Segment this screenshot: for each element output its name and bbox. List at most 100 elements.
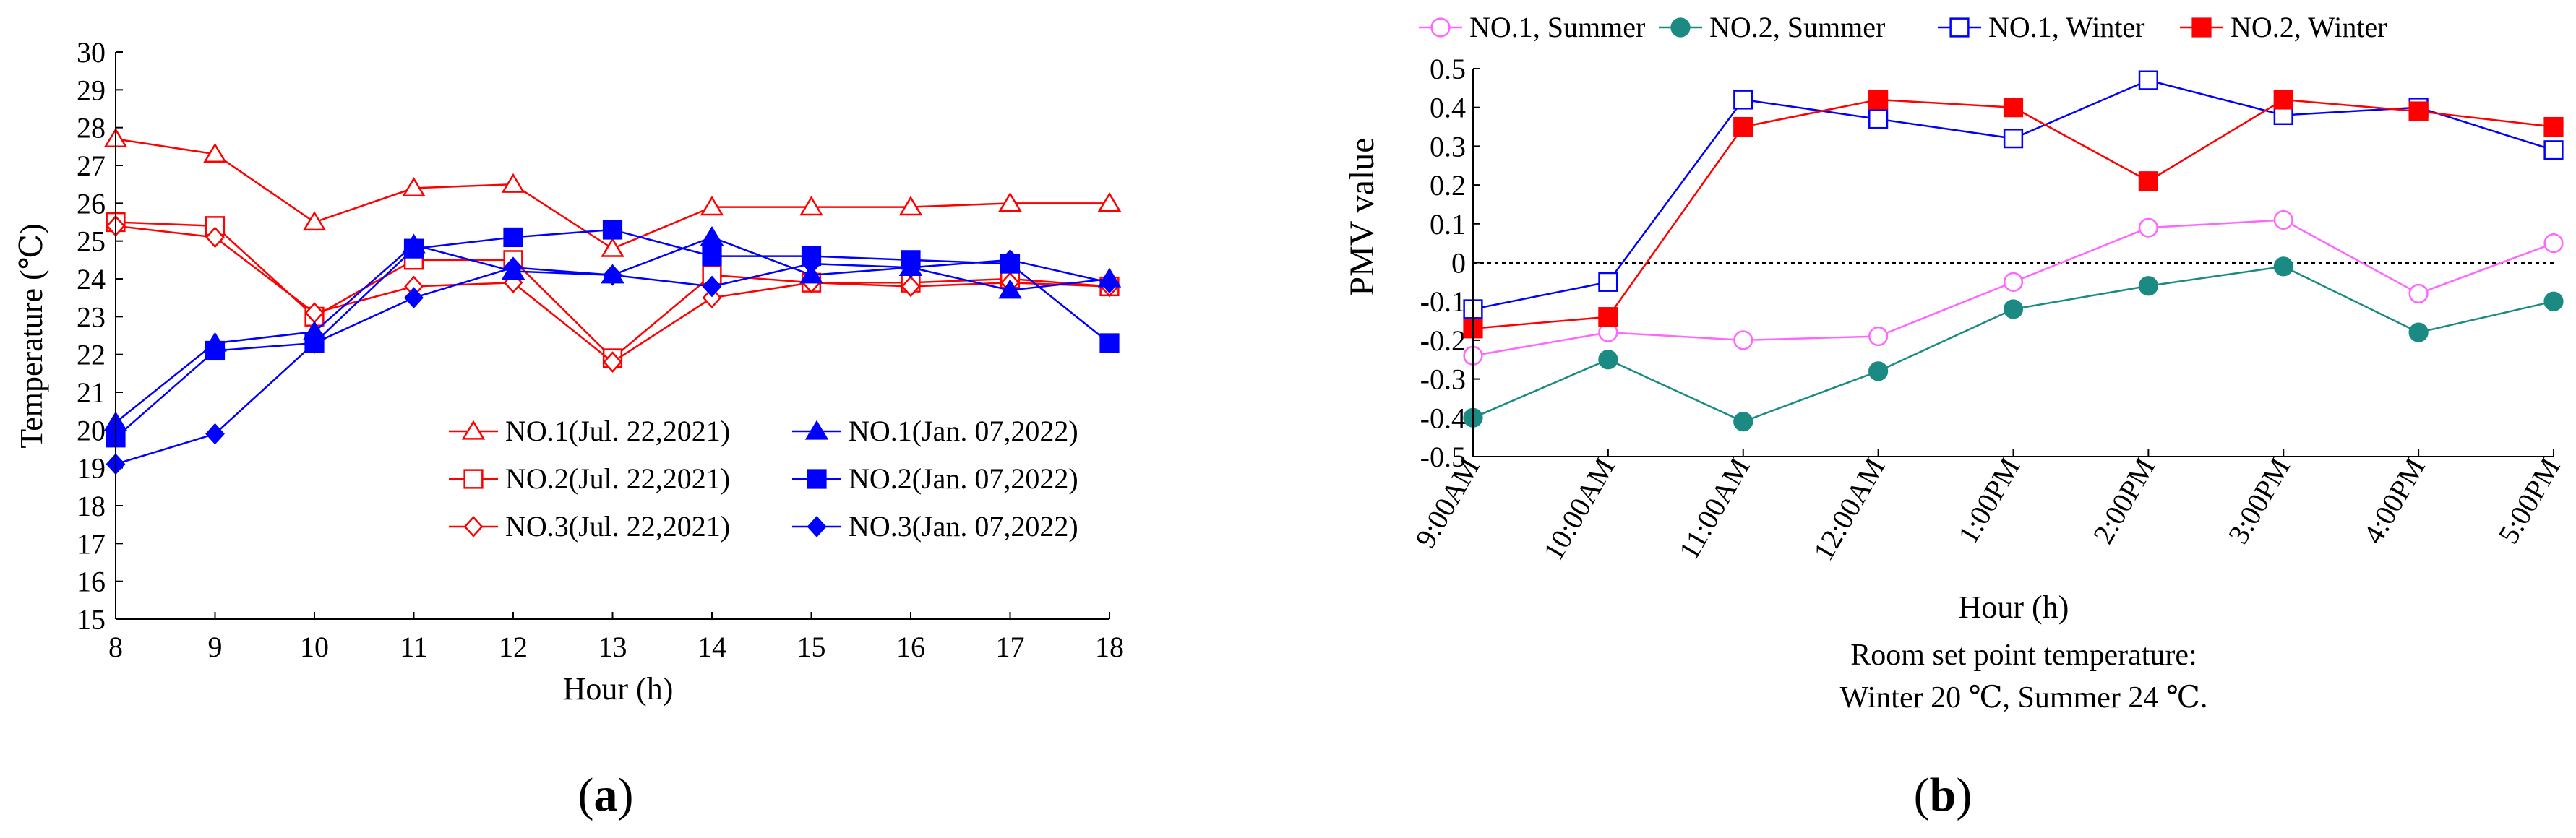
panel-a-legend-marker [804, 420, 829, 440]
panel-b-y-tick-label: -0.4 [1420, 402, 1466, 434]
panel-b-y-axis-title: PMV value [1343, 137, 1381, 295]
panel-a-data-point [205, 340, 226, 361]
panel-b-data-point [2543, 233, 2564, 254]
panel-a-y-tick-label: 28 [77, 112, 106, 144]
panel-b-data-point [2408, 283, 2429, 304]
panel-b-label: (b) [1914, 769, 1972, 821]
panel-a-data-point [205, 423, 225, 445]
panel-a-x-axis-title: Hour (h) [563, 671, 674, 707]
panel-b-legend-item: NO.2, Summer [1659, 11, 1885, 43]
panel-a-data-point [203, 142, 227, 163]
panel-a-legend-marker [463, 516, 484, 537]
panel-b-series-group [1463, 70, 2564, 432]
panel-b-legend-label: NO.2, Winter [2231, 11, 2387, 43]
panel-a-data-point [404, 287, 424, 309]
panel-a-data-point [700, 226, 724, 246]
panel-a-y-tick-label: 22 [77, 339, 106, 371]
panel-b-y-ticks: -0.5 -0.4 -0.3 -0.2 -0.1 0 0.1 0.2 0.3 0.4 0.5 [1420, 53, 1480, 473]
panel-b-data-point [2408, 101, 2429, 121]
panel-b-legend-item: NO.2, Winter [2180, 11, 2387, 43]
panel-a-data-point [1097, 191, 1122, 212]
panel-a-x-tick-label: 14 [697, 631, 726, 663]
panel-b-note-line2: Winter 20 ℃, Summer 24 ℃. [1840, 681, 2208, 714]
panel-b-data-point [1868, 326, 1889, 347]
panel-a-legend: NO.1(Jul. 22,2021) NO.2(Jul. 22,2021) NO.3… [449, 415, 1078, 543]
panel-b-data-point [2408, 322, 2429, 342]
panel-b-data-point [2273, 209, 2293, 230]
panel-a-data-point [1099, 272, 1120, 294]
panel-b-data-point [2003, 129, 2024, 149]
panel-a-data-point [702, 246, 722, 267]
panel-b-data-point [2543, 140, 2564, 160]
panel-a-label: (a) [578, 769, 634, 821]
panel-a-x-tick-label: 15 [797, 631, 826, 663]
panel-a-legend-item: NO.1(Jan. 07,2022) [792, 415, 1078, 447]
panel-b-legend-marker [2191, 17, 2212, 38]
panel-b-x-tick-label: 10:00AM [1537, 452, 1621, 566]
panel-a-chart: 8 9 10 11 12 13 14 15 16 17 18 15 16 17 18 19 20 21 22 23 2… [14, 36, 1124, 821]
panel-a-data-point [602, 220, 623, 240]
panel-a-legend-marker [807, 469, 827, 489]
panel-a-data-point [901, 256, 921, 279]
panel-a-legend-marker [461, 420, 486, 440]
panel-b-data-point [1598, 272, 1618, 292]
panel-a-y-tick-label: 29 [77, 74, 106, 106]
panel-a-x-tick-label: 9 [208, 631, 223, 663]
panel-a-label-open: ( [578, 769, 594, 821]
panel-a-x-ticks: 8 9 10 11 12 13 14 15 16 17 18 [108, 612, 1124, 663]
panel-b-data-point [2543, 291, 2564, 311]
panel-a-y-axis-title: Temperature (℃) [14, 223, 49, 448]
panel-b-data-point [1733, 412, 1753, 432]
panel-a-data-point [998, 279, 1022, 299]
panel-b-series-2 [1463, 256, 2564, 432]
panel-b-data-point [2273, 90, 2293, 110]
panel-b-x-ticks: 9:00AM 10:00AM 11:00AM 12:00AM 1:00PM 2:00PM 3… [1409, 449, 2567, 566]
panel-b-data-point [2138, 217, 2158, 238]
panel-b-x-tick-label: 1:00PM [1952, 452, 2026, 549]
panel-a-legend-label: NO.1(Jan. 07,2022) [849, 415, 1078, 447]
panel-a-series-group [103, 127, 1122, 475]
panel-b-x-tick-label: 5:00PM [2491, 452, 2566, 549]
panel-a-x-tick-label: 13 [598, 631, 627, 663]
panel-a-legend-item: NO.2(Jan. 07,2022) [792, 462, 1078, 495]
panel-b-x-tick-label: 11:00AM [1673, 452, 1756, 565]
panel-a-y-tick-label: 26 [77, 187, 106, 220]
panel-a-y-tick-label: 17 [77, 527, 106, 560]
panel-a-x-tick-label: 8 [108, 631, 123, 663]
panel-b-x-tick-label: 4:00PM [2356, 452, 2431, 549]
panel-a-y-tick-label: 27 [77, 150, 106, 182]
panel-a-y-ticks: 15 16 17 18 19 20 21 22 23 24 25 26 27 28 29 30 [77, 36, 123, 636]
panel-b-data-point [1868, 90, 1889, 110]
panel-a-data-point [702, 287, 722, 309]
panel-b-legend: NO.1, Summer NO.2, Summer NO.1, Winter NO.2… [1419, 11, 2387, 43]
panel-b-y-tick-label: 0 [1451, 247, 1466, 280]
panel-b-legend-label: NO.1, Summer [1469, 11, 1645, 43]
panel-a-data-point [403, 238, 424, 259]
panel-a-x-tick-label: 17 [996, 631, 1025, 663]
panel-a-y-tick-label: 20 [77, 414, 106, 446]
panel-b-data-point [2138, 276, 2158, 296]
panel-b-legend-label: NO.1, Winter [1988, 11, 2145, 43]
panel-a-data-point [802, 253, 821, 275]
panel-b-series-1 [1463, 209, 2564, 366]
panel-b-y-tick-label: 0.1 [1430, 208, 1466, 241]
panel-a-data-point [503, 256, 523, 279]
panel-b-x-tick-label: 3:00PM [2222, 452, 2296, 549]
panel-a-y-tick-label: 24 [77, 263, 106, 295]
panel-a-label-close: ) [618, 769, 634, 821]
panel-b-legend-label: NO.2, Summer [1709, 11, 1885, 43]
panel-b-data-point [2003, 272, 2024, 292]
panel-b-x-tick-label: 12:00AM [1807, 452, 1892, 566]
panel-a-legend-item: NO.3(Jul. 22,2021) [449, 510, 730, 543]
panel-a-legend-marker [463, 469, 484, 489]
panel-a-data-point [1000, 249, 1020, 271]
panel-b-data-point [1868, 361, 1889, 381]
panel-b-legend-marker [1670, 17, 1691, 38]
panel-a-data-point [700, 196, 724, 216]
panel-a-data-point [403, 250, 424, 270]
panel-a-legend-label: NO.2(Jul. 22,2021) [505, 462, 730, 495]
panel-a-y-tick-label: 19 [77, 452, 106, 485]
panel-a-data-point [601, 237, 624, 257]
panel-a-legend-marker [807, 516, 827, 537]
